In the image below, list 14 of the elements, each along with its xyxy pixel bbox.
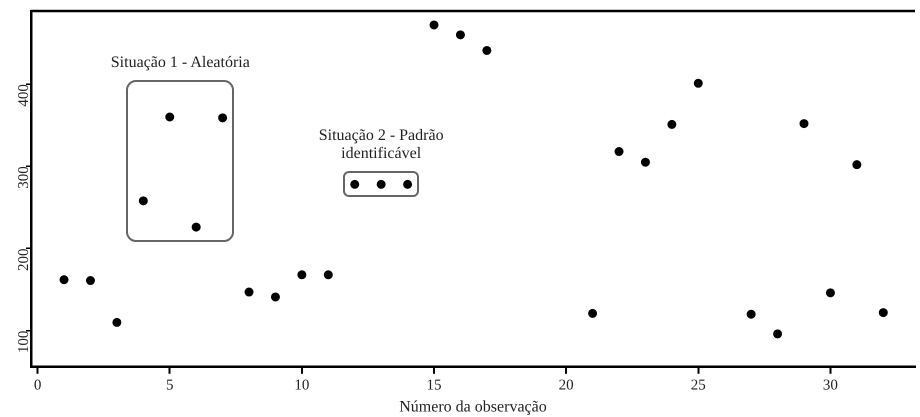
x-tick-label: 20	[558, 378, 574, 394]
y-tick-label: 300	[16, 166, 32, 189]
y-tick-label: 100	[16, 330, 32, 354]
x-tick-label: 10	[294, 378, 310, 394]
x-tick-label: 25	[690, 378, 706, 394]
x-tick-label: 30	[822, 378, 838, 394]
x-axis-title: Número da observação	[399, 398, 547, 416]
x-tick-label: 0	[34, 378, 42, 394]
x-tick-label: 15	[426, 378, 442, 394]
y-tick-label: 200	[16, 248, 32, 271]
annotation: Situação 1 - Aleatória	[110, 54, 250, 72]
x-tick-label: 5	[166, 378, 174, 394]
annotation: Situação 2 - Padrão identificável	[318, 127, 445, 164]
y-tick-label: 400	[16, 84, 32, 107]
